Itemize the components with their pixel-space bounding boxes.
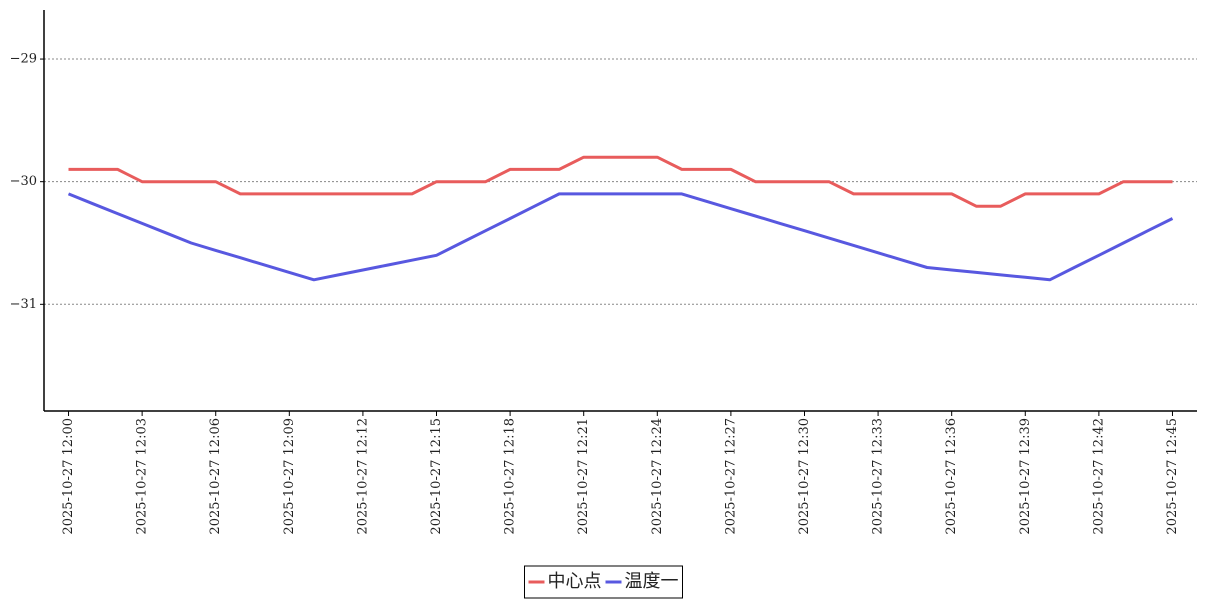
- x-tick-label: 2025-10-27 12:30: [797, 418, 812, 535]
- x-tick-label: 2025-10-27 12:09: [282, 418, 297, 535]
- x-tick-label: 2025-10-27 12:45: [1165, 418, 1180, 535]
- x-tick-label: 2025-10-27 12:06: [208, 418, 223, 535]
- x-tick-label: 2025-10-27 12:12: [355, 418, 370, 535]
- y-tick-label: −31: [10, 297, 37, 312]
- x-tick-label: 2025-10-27 12:36: [944, 418, 959, 535]
- legend: 中心点 温度一: [524, 565, 683, 599]
- x-tick-label: 2025-10-27 12:42: [1091, 418, 1106, 535]
- x-tick-label: 2025-10-27 12:15: [429, 418, 444, 535]
- legend-box: [524, 565, 683, 599]
- x-tick-label: 2025-10-27 12:18: [503, 418, 518, 535]
- series-line: [67, 192, 1174, 282]
- legend-label: 温度一: [625, 571, 679, 592]
- series-line: [68, 155, 1173, 208]
- y-tick-label: −29: [10, 52, 37, 67]
- x-tick-label: 2025-10-27 12:21: [576, 418, 591, 535]
- x-tick-label: 2025-10-27 12:33: [871, 418, 886, 535]
- y-tick-label: −30: [10, 174, 37, 189]
- x-tick-label: 2025-10-27 12:03: [135, 418, 150, 535]
- x-tick-label: 2025-10-27 12:00: [61, 418, 76, 535]
- x-tick-label: 2025-10-27 12:24: [650, 418, 665, 535]
- legend-label: 中心点: [548, 571, 602, 592]
- x-tick-label: 2025-10-27 12:27: [723, 418, 738, 535]
- x-tick-label: 2025-10-27 12:39: [1018, 418, 1033, 535]
